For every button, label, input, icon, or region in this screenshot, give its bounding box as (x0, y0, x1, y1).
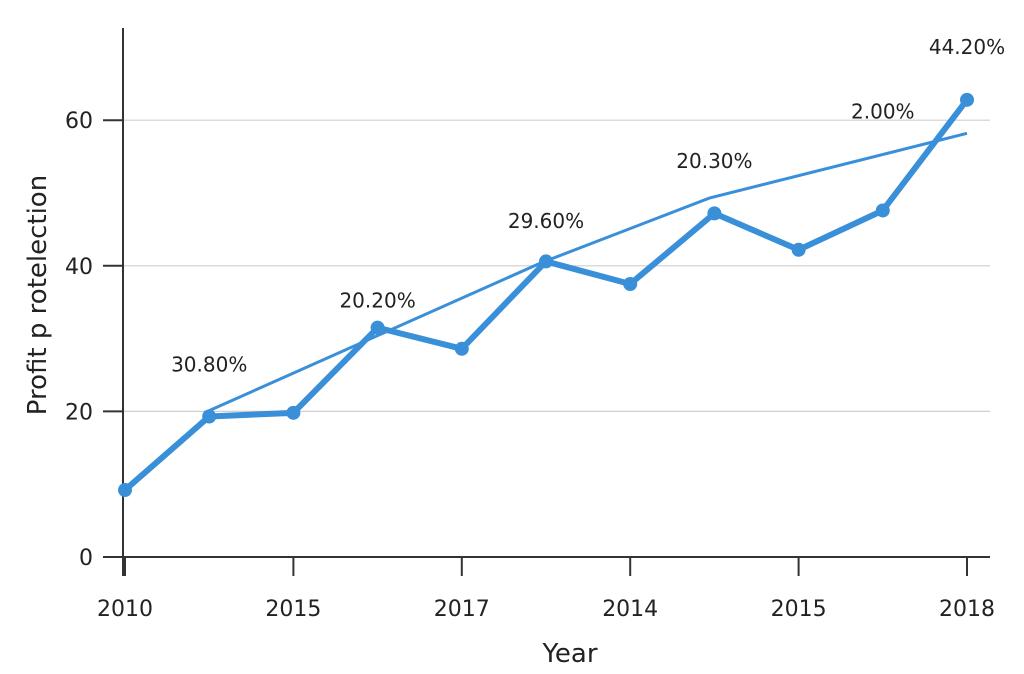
data-annotation: 44.20% (929, 35, 1005, 59)
x-axis-title: Year (541, 639, 597, 669)
x-tick-label: 2017 (434, 597, 490, 622)
x-tick-label: 2015 (771, 597, 827, 622)
y-tick-label: 40 (65, 255, 93, 280)
data-annotation: 20.20% (339, 288, 415, 312)
data-point (454, 341, 469, 356)
annotations: 30.80% 20.20% 29.60% 20.30% 2.00% 44.20% (171, 35, 1005, 376)
data-point (623, 277, 638, 291)
y-axis-title: Profit p rotelection (23, 175, 53, 415)
data-annotation: 30.80% (171, 352, 247, 376)
data-point (707, 206, 722, 221)
series-line (122, 96, 970, 494)
data-point (286, 405, 301, 420)
data-point (202, 409, 217, 424)
data-annotation: 29.60% (508, 209, 584, 233)
y-axis-ticks: 0 20 40 60 (65, 109, 123, 571)
x-axis-ticks: 2010 2015 2017 2014 2015 2018 (97, 557, 995, 622)
data-point (960, 92, 974, 107)
data-point (791, 242, 806, 257)
data-annotation: 20.30% (676, 149, 752, 173)
x-tick-label: 2015 (265, 597, 321, 622)
x-tick-label: 2014 (602, 597, 658, 622)
data-point (118, 483, 132, 498)
trend-line (203, 131, 968, 415)
x-tick-label: 2018 (939, 597, 995, 622)
data-point (539, 254, 553, 269)
series-layer (118, 92, 974, 498)
y-tick-label: 0 (79, 546, 93, 571)
data-annotation: 2.00% (851, 100, 915, 124)
trend-line-layer (203, 131, 968, 415)
data-point (370, 320, 385, 335)
y-tick-label: 60 (65, 109, 93, 134)
x-tick-label: 2010 (97, 597, 153, 622)
data-point (875, 203, 890, 218)
y-tick-label: 20 (65, 400, 93, 425)
